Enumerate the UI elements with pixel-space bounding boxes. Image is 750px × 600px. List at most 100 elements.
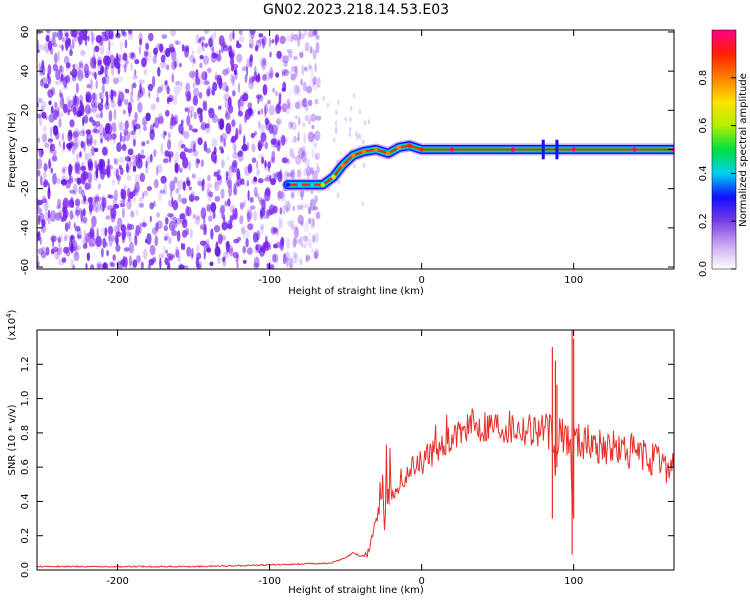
noise-blob <box>315 41 320 54</box>
noise-blob <box>47 182 51 194</box>
noise-blob <box>142 192 145 199</box>
y-tick-label: 0.8 <box>20 425 31 441</box>
noise-blob <box>200 207 207 220</box>
noise-blob <box>138 45 141 55</box>
noise-blob <box>37 137 41 143</box>
noise-blob <box>52 42 58 48</box>
noise-blob <box>217 233 223 245</box>
noise-blob <box>91 92 98 104</box>
noise-blob <box>230 65 235 72</box>
noise-blob <box>179 213 186 220</box>
noise-blob <box>58 234 63 243</box>
noise-blob <box>187 148 193 153</box>
noise-blob <box>180 144 186 149</box>
noise-blob <box>288 102 294 111</box>
noise-blob <box>134 69 137 76</box>
noise-blob <box>193 173 197 179</box>
noise-blob <box>299 33 305 40</box>
noise-blob <box>55 69 61 81</box>
noise-blob <box>154 235 159 247</box>
noise-blob <box>237 150 243 157</box>
noise-blob <box>214 178 217 189</box>
noise-blob <box>295 155 302 165</box>
noise-blob <box>242 245 246 254</box>
noise-blob <box>128 234 132 242</box>
noise-blob <box>89 57 97 69</box>
noise-blob <box>132 138 136 147</box>
noise-blob <box>246 179 249 187</box>
noise-blob <box>103 55 109 66</box>
noise-blob <box>244 74 248 83</box>
noise-blob <box>303 30 307 36</box>
noise-blob <box>314 62 317 73</box>
noise-blob <box>237 129 242 136</box>
noise-blob <box>37 39 40 52</box>
noise-blob <box>227 244 234 254</box>
noise-blob <box>286 110 290 115</box>
noise-blob <box>57 198 62 209</box>
noise-blob <box>310 46 313 54</box>
noise-blob <box>165 217 169 225</box>
noise-blob <box>254 131 257 136</box>
noise-blob <box>157 163 163 174</box>
noise-blob <box>186 206 192 217</box>
noise-blob <box>58 44 63 49</box>
noise-blob <box>188 124 193 131</box>
noise-blob <box>58 118 62 128</box>
noise-blob <box>312 49 317 60</box>
noise-blob <box>115 168 119 180</box>
noise-blob <box>37 233 40 242</box>
noise-blob <box>229 51 235 59</box>
noise-blob <box>232 140 237 152</box>
noise-blob <box>314 232 319 244</box>
noise-blob <box>314 248 320 259</box>
noise-blob <box>141 116 148 127</box>
noise-blob <box>205 244 211 253</box>
noise-blob <box>131 119 136 128</box>
noise-blob <box>255 244 259 251</box>
noise-blob <box>96 263 101 269</box>
noise-blob <box>166 152 170 161</box>
noise-blob <box>51 31 58 38</box>
noise-blob <box>69 189 76 194</box>
noise-blob <box>291 121 297 131</box>
noise-blob <box>261 156 265 165</box>
noise-blob <box>121 207 125 219</box>
noise-blob <box>156 91 159 97</box>
noise-blob <box>90 145 95 157</box>
noise-blob <box>212 81 218 92</box>
noise-blob <box>246 141 249 152</box>
noise-blob <box>132 82 137 89</box>
noise-blob <box>268 242 272 248</box>
noise-blob <box>167 139 172 151</box>
noise-blob <box>260 123 265 136</box>
noise-blob <box>42 198 48 204</box>
noise-blob <box>50 126 53 138</box>
noise-blob <box>305 254 308 264</box>
noise-blob <box>168 43 175 52</box>
noise-blob <box>288 120 293 130</box>
noise-blob <box>309 198 312 208</box>
noise-blob <box>68 129 73 137</box>
noise-blob <box>59 92 63 99</box>
noise-blob <box>124 155 131 162</box>
noise-blob <box>268 73 273 80</box>
noise-blob <box>135 209 139 216</box>
noise-blob <box>272 87 276 93</box>
noise-blob <box>272 205 278 214</box>
y-tick-label: 1.2 <box>20 356 31 372</box>
noise-blob <box>74 209 80 216</box>
noise-blob <box>182 229 188 238</box>
noise-blob <box>68 169 72 180</box>
noise-blob <box>84 104 91 115</box>
noise-blob <box>207 67 212 74</box>
signal-track-point <box>396 145 401 150</box>
noise-blob <box>134 111 138 122</box>
noise-blob <box>214 181 220 192</box>
noise-blob <box>74 225 81 232</box>
noise-blob <box>160 133 166 139</box>
noise-blob <box>79 151 82 158</box>
noise-blob <box>37 198 40 210</box>
noise-blob <box>83 141 86 152</box>
noise-blob <box>62 197 69 209</box>
